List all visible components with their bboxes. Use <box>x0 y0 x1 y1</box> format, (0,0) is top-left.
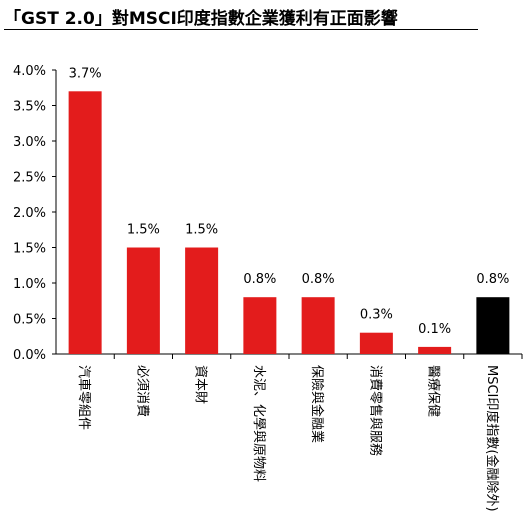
title-underline <box>4 29 478 30</box>
category-label: 消費零售與服務 <box>367 365 383 456</box>
data-label: 1.5% <box>127 223 160 238</box>
data-labels: 3.7% 1.5% 1.5% 0.8% 0.8% 0.3% 0.1% 0.8% <box>69 66 510 337</box>
y-tick-label: 1.0% <box>13 277 46 292</box>
y-tick-label: 2.5% <box>13 171 46 186</box>
y-axis: 0.0% 0.5% 1.0% 1.5% 2.0% 2.5% 3.0% 3.5% 4.0% <box>13 64 523 363</box>
category-label: 水泥、化學與原物料 <box>251 365 266 482</box>
data-label: 1.5% <box>185 223 218 238</box>
bar <box>301 297 335 354</box>
bar <box>243 297 277 354</box>
data-label: 0.8% <box>302 272 335 287</box>
bar <box>185 247 219 354</box>
bars <box>68 91 510 355</box>
y-tick-label: 0.5% <box>13 313 46 328</box>
data-label: 0.1% <box>418 322 451 337</box>
y-tick-label: 3.0% <box>13 135 46 150</box>
bar <box>418 346 452 354</box>
bar <box>359 332 393 354</box>
category-label: 必須消費 <box>134 365 149 417</box>
bar <box>476 297 510 354</box>
category-label: 保險與金融業 <box>309 365 325 443</box>
category-label: 資本財 <box>193 365 208 404</box>
category-label: MSCI印度指數(金融除外) <box>484 365 500 512</box>
category-label: 汽車零組件 <box>76 365 91 430</box>
data-label: 0.8% <box>476 272 509 287</box>
chart-title: 「GST 2.0」對MSCI印度指數企業獲利有正面影響 <box>4 9 398 29</box>
data-label: 3.7% <box>69 66 102 81</box>
y-tick-label: 1.5% <box>13 242 46 257</box>
category-label: 醫療保健 <box>426 365 441 417</box>
y-tick-label: 3.5% <box>13 100 46 115</box>
y-tick-label: 0.0% <box>13 348 46 363</box>
y-tick-label: 2.0% <box>13 206 46 221</box>
data-label: 0.8% <box>243 272 276 287</box>
bar <box>126 247 160 354</box>
category-labels: 汽車零組件 必須消費 資本財 水泥、化學與原物料 保險與金融業 消費零售與服務 醫療保健 MS… <box>76 365 500 512</box>
y-tick-label: 4.0% <box>13 64 46 79</box>
data-label: 0.3% <box>360 308 393 323</box>
bar <box>68 91 102 355</box>
